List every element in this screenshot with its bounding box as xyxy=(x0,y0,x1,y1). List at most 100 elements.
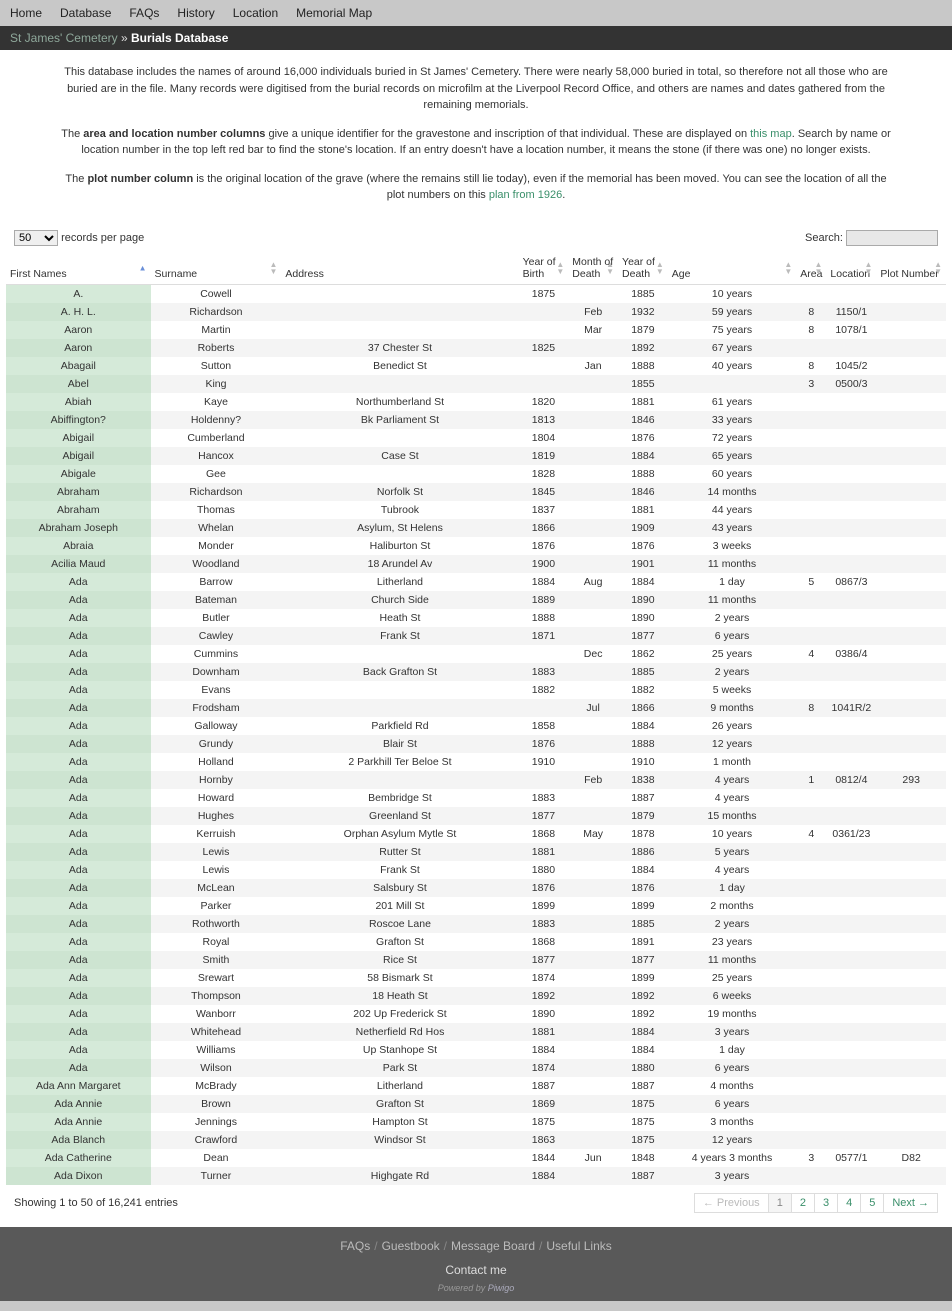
cell-pn xyxy=(876,375,946,393)
breadcrumb-root[interactable]: St James' Cemetery xyxy=(10,31,118,45)
nav-memorial-map[interactable]: Memorial Map xyxy=(296,6,372,20)
cell-lo xyxy=(826,753,876,771)
cell-pn xyxy=(876,627,946,645)
footer-link-guestbook[interactable]: Guestbook xyxy=(382,1239,440,1253)
col-year-birth[interactable]: Year of Birth▲▼ xyxy=(519,252,569,285)
col-address[interactable]: Address xyxy=(281,252,518,285)
table-row: AdaWilliamsUp Stanhope St188418841 day xyxy=(6,1041,946,1059)
cell-sn: Whelan xyxy=(151,519,282,537)
nav-location[interactable]: Location xyxy=(233,6,278,20)
cell-ag: 67 years xyxy=(668,339,796,357)
table-info: Showing 1 to 50 of 16,241 entries xyxy=(14,1197,178,1209)
cell-lo xyxy=(826,609,876,627)
cell-pn xyxy=(876,339,946,357)
col-age[interactable]: Age▲▼ xyxy=(668,252,796,285)
cell-ad: Tubrook xyxy=(281,501,518,519)
pager-page-2[interactable]: 2 xyxy=(791,1193,815,1213)
footer-contact[interactable]: Contact me xyxy=(0,1263,952,1277)
cell-pn xyxy=(876,591,946,609)
cell-md xyxy=(568,879,618,897)
cell-pn: 293 xyxy=(876,771,946,789)
breadcrumb: St James' Cemetery » Burials Database xyxy=(0,26,952,50)
cell-md: Mar xyxy=(568,321,618,339)
cell-md xyxy=(568,1113,618,1131)
cell-fn: Ada xyxy=(6,753,151,771)
cell-yb: 1820 xyxy=(519,393,569,411)
table-row: AdaThompson18 Heath St189218926 weeks xyxy=(6,987,946,1005)
cell-sn: Cowell xyxy=(151,284,282,303)
cell-ad: Litherland xyxy=(281,573,518,591)
pager-page-5[interactable]: 5 xyxy=(860,1193,884,1213)
cell-fn: Abigale xyxy=(6,465,151,483)
cell-md xyxy=(568,375,618,393)
table-row: AdaBatemanChurch Side1889189011 months xyxy=(6,591,946,609)
search-input[interactable] xyxy=(846,230,938,246)
cell-ag: 3 years xyxy=(668,1167,796,1185)
nav-database[interactable]: Database xyxy=(60,6,111,20)
cell-ag: 75 years xyxy=(668,321,796,339)
cell-yb: 1881 xyxy=(519,1023,569,1041)
cell-yd: 1881 xyxy=(618,393,668,411)
cell-pn xyxy=(876,933,946,951)
cell-ad: Rice St xyxy=(281,951,518,969)
cell-ar xyxy=(796,663,826,681)
powered-link[interactable]: Piwigo xyxy=(488,1283,515,1293)
plan-link[interactable]: plan from 1926 xyxy=(489,189,562,201)
cell-yb: 1883 xyxy=(519,789,569,807)
pager-page-3[interactable]: 3 xyxy=(814,1193,838,1213)
col-year-death[interactable]: Year of Death▲▼ xyxy=(618,252,668,285)
cell-ad: Church Side xyxy=(281,591,518,609)
cell-md xyxy=(568,1023,618,1041)
cell-ag: 6 weeks xyxy=(668,987,796,1005)
cell-yd: 1899 xyxy=(618,969,668,987)
intro-p2: The area and location number columns giv… xyxy=(60,126,892,159)
pager-next[interactable]: Next → xyxy=(883,1193,938,1213)
cell-sn: Turner xyxy=(151,1167,282,1185)
cell-yd: 1932 xyxy=(618,303,668,321)
cell-fn: Ada Blanch xyxy=(6,1131,151,1149)
cell-ad: Orphan Asylum Mytle St xyxy=(281,825,518,843)
col-location[interactable]: Location▲▼ xyxy=(826,252,876,285)
cell-ad: 18 Heath St xyxy=(281,987,518,1005)
cell-sn: Parker xyxy=(151,897,282,915)
cell-yb: 1875 xyxy=(519,284,569,303)
cell-fn: Ada xyxy=(6,573,151,591)
nav-history[interactable]: History xyxy=(177,6,214,20)
cell-pn xyxy=(876,681,946,699)
nav-faqs[interactable]: FAQs xyxy=(129,6,159,20)
nav-home[interactable]: Home xyxy=(10,6,42,20)
footer-link-message-board[interactable]: Message Board xyxy=(451,1239,535,1253)
cell-yd: 1887 xyxy=(618,1167,668,1185)
table-row: AaronMartinMar187975 years81078/1 xyxy=(6,321,946,339)
cell-lo xyxy=(826,447,876,465)
cell-fn: Ada xyxy=(6,933,151,951)
col-surname[interactable]: Surname▲▼ xyxy=(151,252,282,285)
col-month-death[interactable]: Month of Death▲▼ xyxy=(568,252,618,285)
cell-ar: 8 xyxy=(796,357,826,375)
cell-pn: D82 xyxy=(876,1149,946,1167)
cell-sn: Frodsham xyxy=(151,699,282,717)
table-row: AbrahamThomasTubrook1837188144 years xyxy=(6,501,946,519)
pager-page-4[interactable]: 4 xyxy=(837,1193,861,1213)
cell-fn: Ada Catherine xyxy=(6,1149,151,1167)
col-first-names[interactable]: First Names▲ xyxy=(6,252,151,285)
cell-sn: King xyxy=(151,375,282,393)
footer-link-faqs[interactable]: FAQs xyxy=(340,1239,370,1253)
col-area[interactable]: Area▲▼ xyxy=(796,252,826,285)
cell-yd: 1846 xyxy=(618,483,668,501)
cell-fn: Ada xyxy=(6,645,151,663)
cell-ar xyxy=(796,1023,826,1041)
cell-ar xyxy=(796,969,826,987)
pager-page-1[interactable]: 1 xyxy=(768,1193,792,1213)
perpage-select[interactable]: 50 xyxy=(14,230,58,246)
cell-md: Jun xyxy=(568,1149,618,1167)
cell-ar xyxy=(796,537,826,555)
map-link[interactable]: this map xyxy=(750,128,792,140)
footer-link-useful-links[interactable]: Useful Links xyxy=(546,1239,611,1253)
cell-md xyxy=(568,969,618,987)
pager-prev[interactable]: ← Previous xyxy=(694,1193,769,1213)
cell-ag: 4 months xyxy=(668,1077,796,1095)
cell-lo: 0867/3 xyxy=(826,573,876,591)
cell-lo xyxy=(826,429,876,447)
col-plot-number[interactable]: Plot Number▲▼ xyxy=(876,252,946,285)
